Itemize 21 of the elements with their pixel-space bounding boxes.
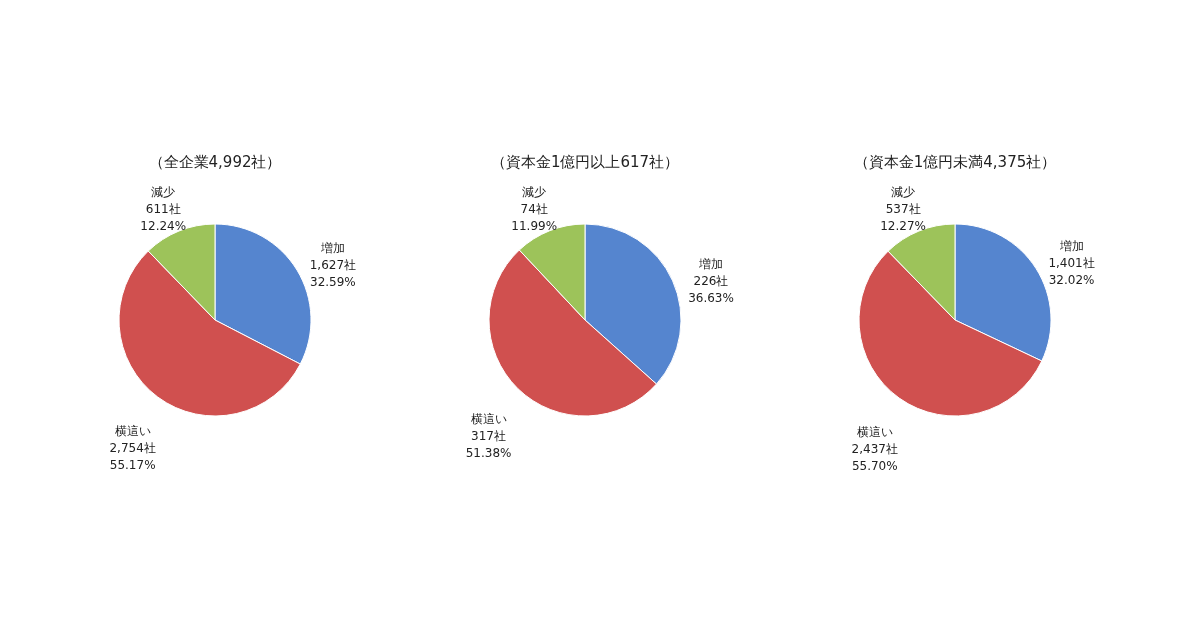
chart-title: （資本金1億円未満4,375社） [853, 153, 1057, 171]
slice-label: 増加 [1058, 239, 1084, 254]
data-label: 74社 11.99% [511, 201, 558, 233]
slice-label: 横這い [470, 411, 507, 426]
data-label: 2,754社 55.17% [109, 440, 156, 472]
slice-label: 減少 [891, 185, 916, 200]
chart-title: （資本金1億円以上617社） [490, 153, 680, 171]
slice-label: 増加 [698, 256, 723, 271]
data-label: 611社 12.24% [140, 202, 187, 234]
data-label: 2,437社 55.70% [851, 442, 898, 474]
data-label: 317社 51.38% [465, 428, 512, 460]
slice-label: 横這い [114, 423, 151, 438]
slice-label: 減少 [522, 184, 547, 199]
slice-label: 増加 [319, 241, 345, 256]
slice-label: 横這い [856, 425, 893, 440]
chart-title: （全企業4,992社） [148, 153, 282, 171]
data-label: 226社 36.63% [688, 273, 734, 305]
data-label: 1,401社 32.02% [1048, 256, 1095, 288]
data-label: 537社 12.27% [880, 202, 926, 234]
slice-label: 減少 [151, 185, 176, 200]
data-label: 1,627社 32.59% [309, 258, 357, 290]
